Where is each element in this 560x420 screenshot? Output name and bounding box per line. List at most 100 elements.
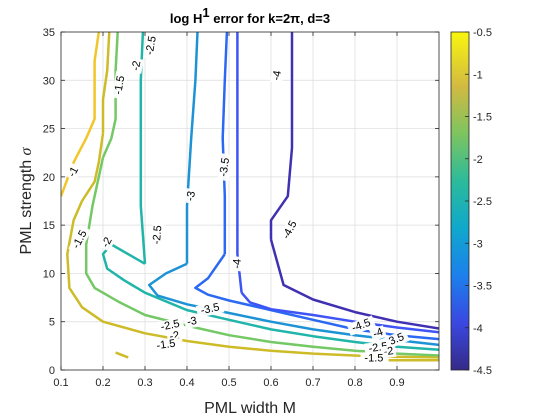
- contour-label-bg-18: [369, 325, 387, 342]
- colorbar-tick-label-5: -3: [473, 238, 483, 250]
- chart-title-superscript: 1: [202, 5, 209, 20]
- contour-label-bg-1: [111, 70, 129, 100]
- contour-label-text-14: -2.5: [160, 318, 181, 334]
- x-tick-label-1: 0.2: [95, 377, 110, 389]
- contour-label-text-3: -2.5: [144, 35, 159, 56]
- contour-label-text-22: -1.5: [364, 352, 383, 364]
- contour-label-10: -4: [230, 256, 245, 272]
- x-tick-label-5: 0.6: [263, 377, 278, 389]
- y-tick-label-2: 10: [43, 268, 55, 280]
- contour-label-text-15: -2: [169, 329, 181, 343]
- contour-line-level-m3-seg-1: [185, 32, 199, 264]
- contour-label-text-2: -2: [130, 60, 144, 72]
- contour-line-level-m1_5-seg-0: [115, 351, 129, 359]
- contour-label-12: -3.5: [195, 300, 225, 318]
- y-tick-label-6: 30: [43, 75, 55, 87]
- contour-label-7: -3: [184, 188, 199, 205]
- chart-title-suffix: error for k=2π, d=3: [210, 11, 331, 26]
- contour-line-level-m2-seg-0: [84, 157, 439, 357]
- contour-label-text-9: -4: [271, 70, 285, 82]
- y-tick-label-3: 15: [43, 220, 55, 232]
- y-tick-label-1: 5: [49, 317, 55, 329]
- contour-label-18: -4: [369, 325, 387, 342]
- contour-label-22: -1.5: [360, 352, 388, 365]
- x-axis-label: PML width M: [204, 400, 296, 417]
- contour-label-bg-22: [360, 352, 388, 365]
- chart-title-prefix: log H: [170, 11, 203, 26]
- contour-label-text-7: -3: [184, 190, 198, 202]
- x-tick-label-8: 0.9: [389, 377, 404, 389]
- y-tick-label-4: 20: [43, 172, 55, 184]
- contour-label-bg-17: [346, 315, 376, 336]
- contour-label-bg-5: [98, 233, 116, 252]
- contour-label-bg-6: [150, 220, 165, 249]
- colorbar: [451, 32, 469, 370]
- contour-label-bg-12: [195, 300, 225, 318]
- y-axis-label-symbol: σ: [18, 146, 35, 155]
- contour-label-text-12: -3.5: [200, 301, 221, 317]
- contour-label-13: -3: [183, 314, 201, 329]
- contour-label-bg-4: [68, 224, 92, 255]
- colorbar-tick-label-6: -3.5: [473, 281, 492, 293]
- contour-label-2: -2: [129, 57, 144, 74]
- contour-label-text-8: -3.5: [218, 157, 233, 177]
- contour-label-0: -1: [64, 162, 83, 182]
- contour-label-5: -2: [98, 233, 116, 252]
- contour-label-text-6: -2.5: [151, 225, 165, 245]
- y-axis-label: PML strength σ: [18, 146, 35, 254]
- contour-line-level-m2-seg-1: [101, 32, 119, 158]
- contour-label-bg-8: [216, 153, 233, 182]
- contour-label-text-16: -1.5: [156, 338, 176, 353]
- contour-label-6: -2.5: [150, 220, 165, 249]
- contour-label-text-13: -3: [186, 315, 198, 329]
- contour-label-bg-0: [64, 162, 83, 182]
- x-tick-label-6: 0.7: [305, 377, 320, 389]
- contour-line-level-m3_5-seg-1: [221, 32, 229, 255]
- contour-label-bg-2: [129, 57, 144, 74]
- colorbar-tick-label-8: -4.5: [473, 365, 492, 377]
- contour-line-level-m2_5-seg-0: [101, 243, 439, 351]
- colorbar-tick-label-2: -1.5: [473, 112, 492, 124]
- x-tick-label-7: 0.8: [347, 377, 362, 389]
- y-tick-label-0: 0: [49, 365, 55, 377]
- x-tick-label-3: 0.4: [179, 377, 194, 389]
- colorbar-tick-label-1: -1: [473, 69, 483, 81]
- contour-label-bg-10: [230, 256, 245, 272]
- contour-label-text-10: -4: [231, 258, 244, 269]
- contour-line-level-m4_5-seg-1: [269, 32, 294, 240]
- y-tick-label-7: 35: [43, 27, 55, 39]
- contour-line-level-m1_5-seg-2: [66, 133, 439, 359]
- contour-label-3: -2.5: [143, 31, 160, 60]
- chart-title: log H1 error for k=2π, d=3: [170, 5, 330, 26]
- colorbar-tick-label-7: -4: [473, 323, 483, 335]
- x-axis-ticks: 0.1 0.2 0.3 0.4 0.5 0.6 0.7 0.8 0.9: [53, 32, 405, 389]
- x-tick-label-2: 0.3: [137, 377, 152, 389]
- y-tick-label-5: 25: [43, 124, 55, 136]
- contour-line-level-m3-seg-0: [147, 262, 439, 347]
- contour-label-bg-9: [270, 67, 285, 84]
- contour-labels: -1-1.5-2-2.5-1.5 -2 -2.5-3-3.5-4-4-4.5-3.5…: [64, 31, 410, 365]
- contour-label-1: -1.5: [111, 70, 129, 100]
- contour-line-level-m1_5-seg-3: [101, 32, 111, 134]
- contour-line-level-m4-seg-0: [240, 291, 439, 334]
- contour-label-bg-11: [278, 215, 302, 245]
- x-tick-label-0: 0.1: [53, 377, 68, 389]
- y-axis-ticks: 0 5 10 15 20 25 30 35: [43, 27, 439, 377]
- colorbar-tick-label-4: -2.5: [473, 196, 492, 208]
- contour-label-bg-16: [151, 337, 181, 353]
- contour-line-level-m4_5-seg-0: [269, 239, 439, 330]
- contour-label-8: -3.5: [216, 153, 233, 182]
- colorbar-ticks: -0.5 -1 -1.5 -2 -2.5 -3 -3.5 -4 -4.5: [465, 27, 492, 377]
- contour-label-bg-7: [184, 188, 199, 205]
- contour-label-16: -1.5: [151, 337, 181, 353]
- y-axis-label-text: PML strength: [18, 155, 35, 254]
- contour-label-bg-3: [143, 31, 160, 60]
- contour-label-9: -4: [270, 67, 285, 84]
- contour-label-text-1: -1.5: [112, 75, 127, 96]
- contour-label-text-21: -2: [383, 345, 394, 358]
- colorbar-tick-label-0: -0.5: [473, 27, 492, 39]
- contour-label-bg-13: [183, 314, 201, 329]
- x-tick-label-4: 0.5: [221, 377, 236, 389]
- colorbar-tick-label-3: -2: [473, 154, 483, 166]
